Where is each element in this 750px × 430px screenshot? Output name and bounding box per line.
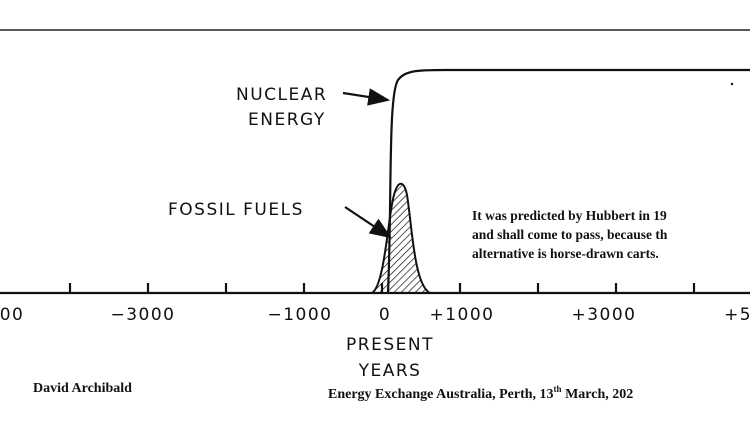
nuclear-arrow bbox=[342, 88, 391, 106]
nuclear-label: NUCLEAR bbox=[236, 85, 327, 105]
footer-event-sup: th bbox=[554, 384, 562, 394]
note-line: and shall come to pass, because th bbox=[472, 227, 668, 242]
tick-label: 00 bbox=[0, 305, 24, 325]
axis-title: YEARS bbox=[358, 361, 422, 381]
fossil-label: FOSSIL FUELS bbox=[168, 200, 304, 220]
tick-label: −3000 bbox=[110, 305, 175, 325]
tick-label: +1000 bbox=[429, 305, 494, 325]
tick-label: +5 bbox=[724, 305, 750, 325]
tick-label: 0 bbox=[379, 305, 391, 325]
fossil-arrow bbox=[344, 206, 392, 239]
axis-title: PRESENT bbox=[346, 335, 434, 355]
nuclear-label: ENERGY bbox=[248, 110, 326, 130]
footer-event-part: March, 202 bbox=[562, 387, 634, 402]
tick-label: +3000 bbox=[571, 305, 636, 325]
footer-author: David Archibald bbox=[33, 381, 132, 396]
note-line: It was predicted by Hubbert in 19 bbox=[472, 208, 667, 223]
tick-label: −1000 bbox=[267, 305, 332, 325]
footer-event: Energy Exchange Australia, Perth, 13th M… bbox=[328, 384, 633, 402]
footer-event-part: Energy Exchange Australia, Perth, 13 bbox=[328, 387, 554, 402]
speck bbox=[730, 82, 734, 86]
fossil-fuels-curve bbox=[368, 182, 431, 294]
note-line: alternative is horse-drawn carts. bbox=[472, 246, 659, 261]
